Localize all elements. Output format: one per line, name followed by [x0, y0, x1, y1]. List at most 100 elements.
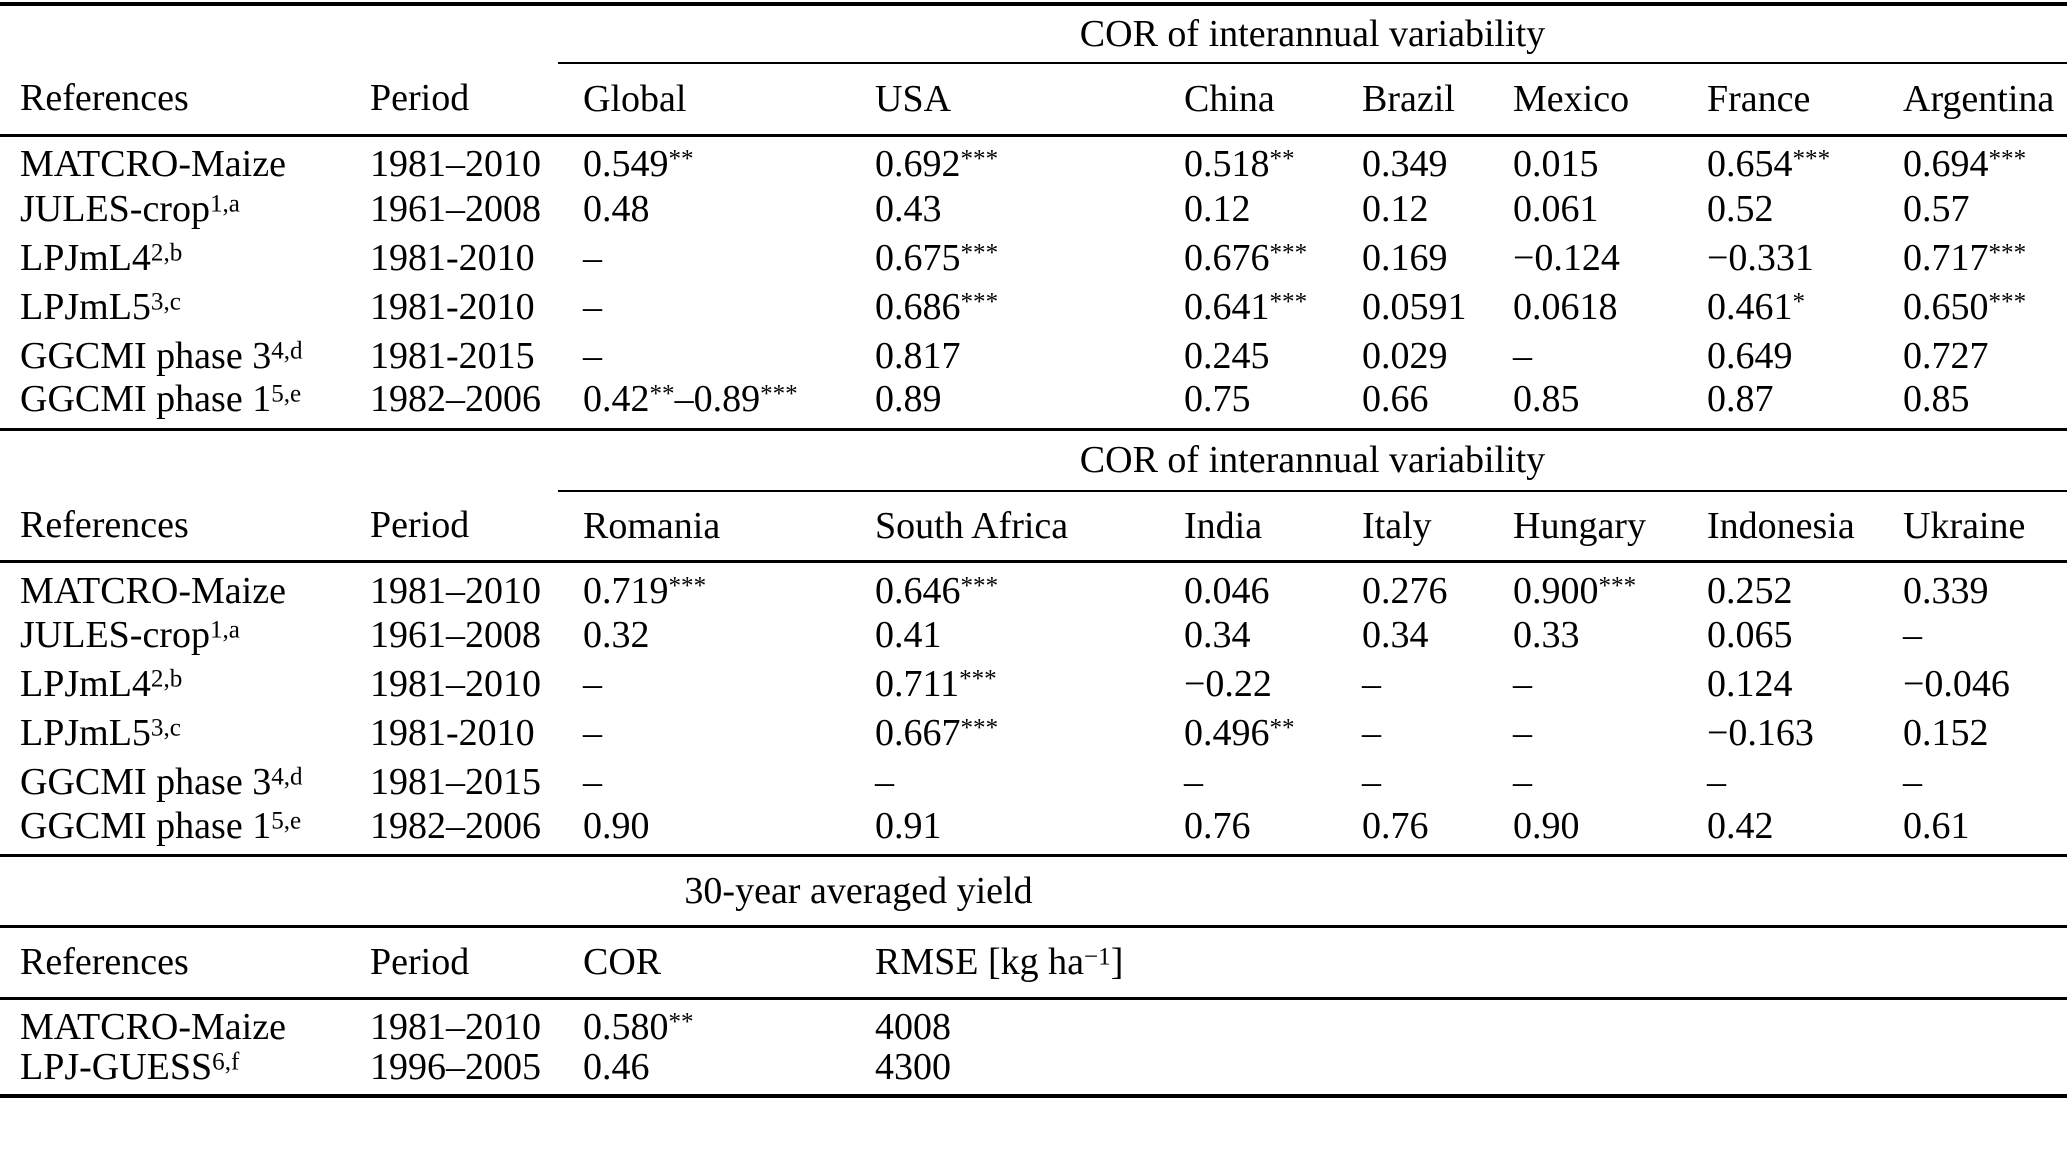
cell-period: 1981–2010	[370, 143, 541, 186]
cell-reference: LPJmL53,c	[20, 712, 181, 754]
cell-value: –	[583, 712, 602, 754]
cell-value: 0.649	[1707, 334, 1793, 377]
cell-value: −0.124	[1513, 236, 1620, 279]
cell-reference: GGCMI phase 15,e	[20, 378, 302, 421]
column-header: Brazil	[1337, 63, 1488, 137]
cell-value: −0.331	[1707, 236, 1814, 279]
cell-value: −0.22	[1184, 663, 1272, 705]
table-row: JULES-crop1,a 1961–2008 0.32 0.41 0.34 0.34 0.…	[0, 611, 2067, 660]
cell-value: –	[583, 761, 602, 803]
cell-value: –	[1707, 761, 1726, 803]
cell-period: 1981-2015	[370, 334, 535, 377]
cell-value: 0.549**	[583, 143, 694, 186]
cell-value: –	[1513, 712, 1532, 754]
cell-value: 0.32	[583, 614, 650, 656]
cell-value: 0.90	[583, 805, 650, 848]
cell-value: 0.12	[1184, 187, 1251, 230]
cell-value: 0.667***	[875, 712, 999, 754]
cell-value: 0.675***	[875, 236, 999, 279]
cell-value: –	[1362, 663, 1381, 705]
cell-value: 0.57	[1903, 187, 1970, 230]
cell-value: 0.85	[1903, 378, 1970, 421]
cell-value: 0.152	[1903, 712, 1989, 754]
cell-value: –	[1513, 761, 1532, 803]
cell-value: 0.12	[1362, 187, 1429, 230]
span-header-trail-spacer	[1159, 857, 2067, 928]
cell-value: 0.654***	[1707, 143, 1831, 186]
cell-period: 1982–2006	[370, 805, 541, 848]
column-header: France	[1682, 63, 1878, 137]
cell-period: 1981–2010	[370, 569, 541, 612]
cell-value: –	[583, 334, 602, 377]
cell-value: –	[583, 285, 602, 328]
cell-value: 0.496**	[1184, 712, 1295, 754]
cell-value: 0.461*	[1707, 285, 1806, 328]
column-header: References	[0, 490, 345, 563]
cell-reference: LPJmL42,b	[20, 663, 183, 705]
cell-value: 0.719***	[583, 569, 707, 612]
table-row: MATCRO-Maize 1981–2010 0.580** 4008	[0, 998, 2067, 1047]
column-header: Ukraine	[1878, 490, 2067, 563]
cell-spacer	[1159, 998, 2067, 1047]
cell-value: 0.252	[1707, 569, 1793, 612]
cell-value: 0.015	[1513, 143, 1599, 186]
cell-value: 0.711***	[875, 663, 997, 705]
cell-value: –	[1362, 712, 1381, 754]
cell-value: 0.0591	[1362, 285, 1467, 328]
cell-reference: GGCMI phase 34,d	[20, 761, 303, 803]
cell-value: 4300	[875, 1045, 951, 1088]
cell-value: 4008	[875, 1006, 951, 1049]
cell-value: –	[1513, 663, 1532, 705]
cell-value: –	[875, 761, 894, 803]
column-header: COR	[558, 926, 850, 1000]
table-row: MATCRO-Maize 1981–2010 0.719*** 0.646*** 0.0…	[0, 562, 2067, 611]
cell-value: –	[1184, 761, 1203, 803]
cell-reference: JULES-crop1,a	[20, 187, 240, 230]
cell-period: 1981–2010	[370, 663, 541, 705]
column-header: References	[0, 63, 345, 137]
column-header: South Africa	[850, 490, 1159, 563]
cell-spacer	[1159, 1047, 2067, 1096]
cell-value: 0.518**	[1184, 143, 1295, 186]
cell-period: 1981–2015	[370, 761, 541, 803]
cell-period: 1982–2006	[370, 378, 541, 421]
cell-value: –	[583, 663, 602, 705]
cell-value: 0.580**	[583, 1006, 694, 1049]
table-row: GGCMI phase 34,d 1981–2015– – – – – – –	[0, 758, 2067, 807]
cell-value: 0.650***	[1903, 285, 2027, 328]
column-header: Period	[345, 926, 558, 1000]
column-header: Hungary	[1488, 490, 1682, 563]
cell-value: –	[1362, 761, 1381, 803]
cell-period: 1981–2010	[370, 1006, 541, 1049]
table-section-1: COR of interannual variability References…	[0, 2, 2067, 431]
cell-value: 0.276	[1362, 569, 1448, 612]
table-row: MATCRO-Maize 1981–2010 0.549** 0.692*** 0.51…	[0, 135, 2067, 184]
section-title: COR of interannual variability	[558, 4, 2067, 64]
cell-value: 0.42	[1707, 805, 1774, 848]
cell-reference: LPJmL53,c	[20, 285, 181, 328]
span-header-lead-spacer	[0, 4, 558, 63]
cell-value: 0.641***	[1184, 285, 1308, 328]
cell-value: 0.85	[1513, 378, 1580, 421]
cell-value: 0.91	[875, 805, 942, 848]
cell-reference: MATCRO-Maize	[20, 143, 286, 186]
cell-value: 0.43	[875, 187, 942, 230]
cell-period: 1961–2008	[370, 614, 541, 656]
column-header: Argentina	[1878, 63, 2067, 137]
cell-value: 0.33	[1513, 614, 1580, 656]
section-title: COR of interannual variability	[558, 430, 2067, 492]
cell-value: 0.339	[1903, 569, 1989, 612]
column-header: Mexico	[1488, 63, 1682, 137]
table-row: LPJmL53,c 1981-2010 – 0.686*** 0.641*** 0.059…	[0, 282, 2067, 331]
cell-value: 0.76	[1184, 805, 1251, 848]
table-row: LPJmL42,b 1981–2010–0.711*** −0.22– –0.124−…	[0, 660, 2067, 709]
cell-value: 0.692***	[875, 143, 999, 186]
cell-value: 0.029	[1362, 334, 1448, 377]
column-header: Global	[558, 63, 850, 137]
cell-value: 0.89	[875, 378, 942, 421]
column-header: Indonesia	[1682, 490, 1878, 563]
table-row: GGCMI phase 15,e 1982–2006 0.90 0.91 0.76 0.7…	[0, 807, 2067, 856]
cell-value: 0.42**–0.89***	[583, 378, 798, 421]
cell-value: 0.900***	[1513, 569, 1637, 612]
cell-value: 0.124	[1707, 663, 1793, 705]
